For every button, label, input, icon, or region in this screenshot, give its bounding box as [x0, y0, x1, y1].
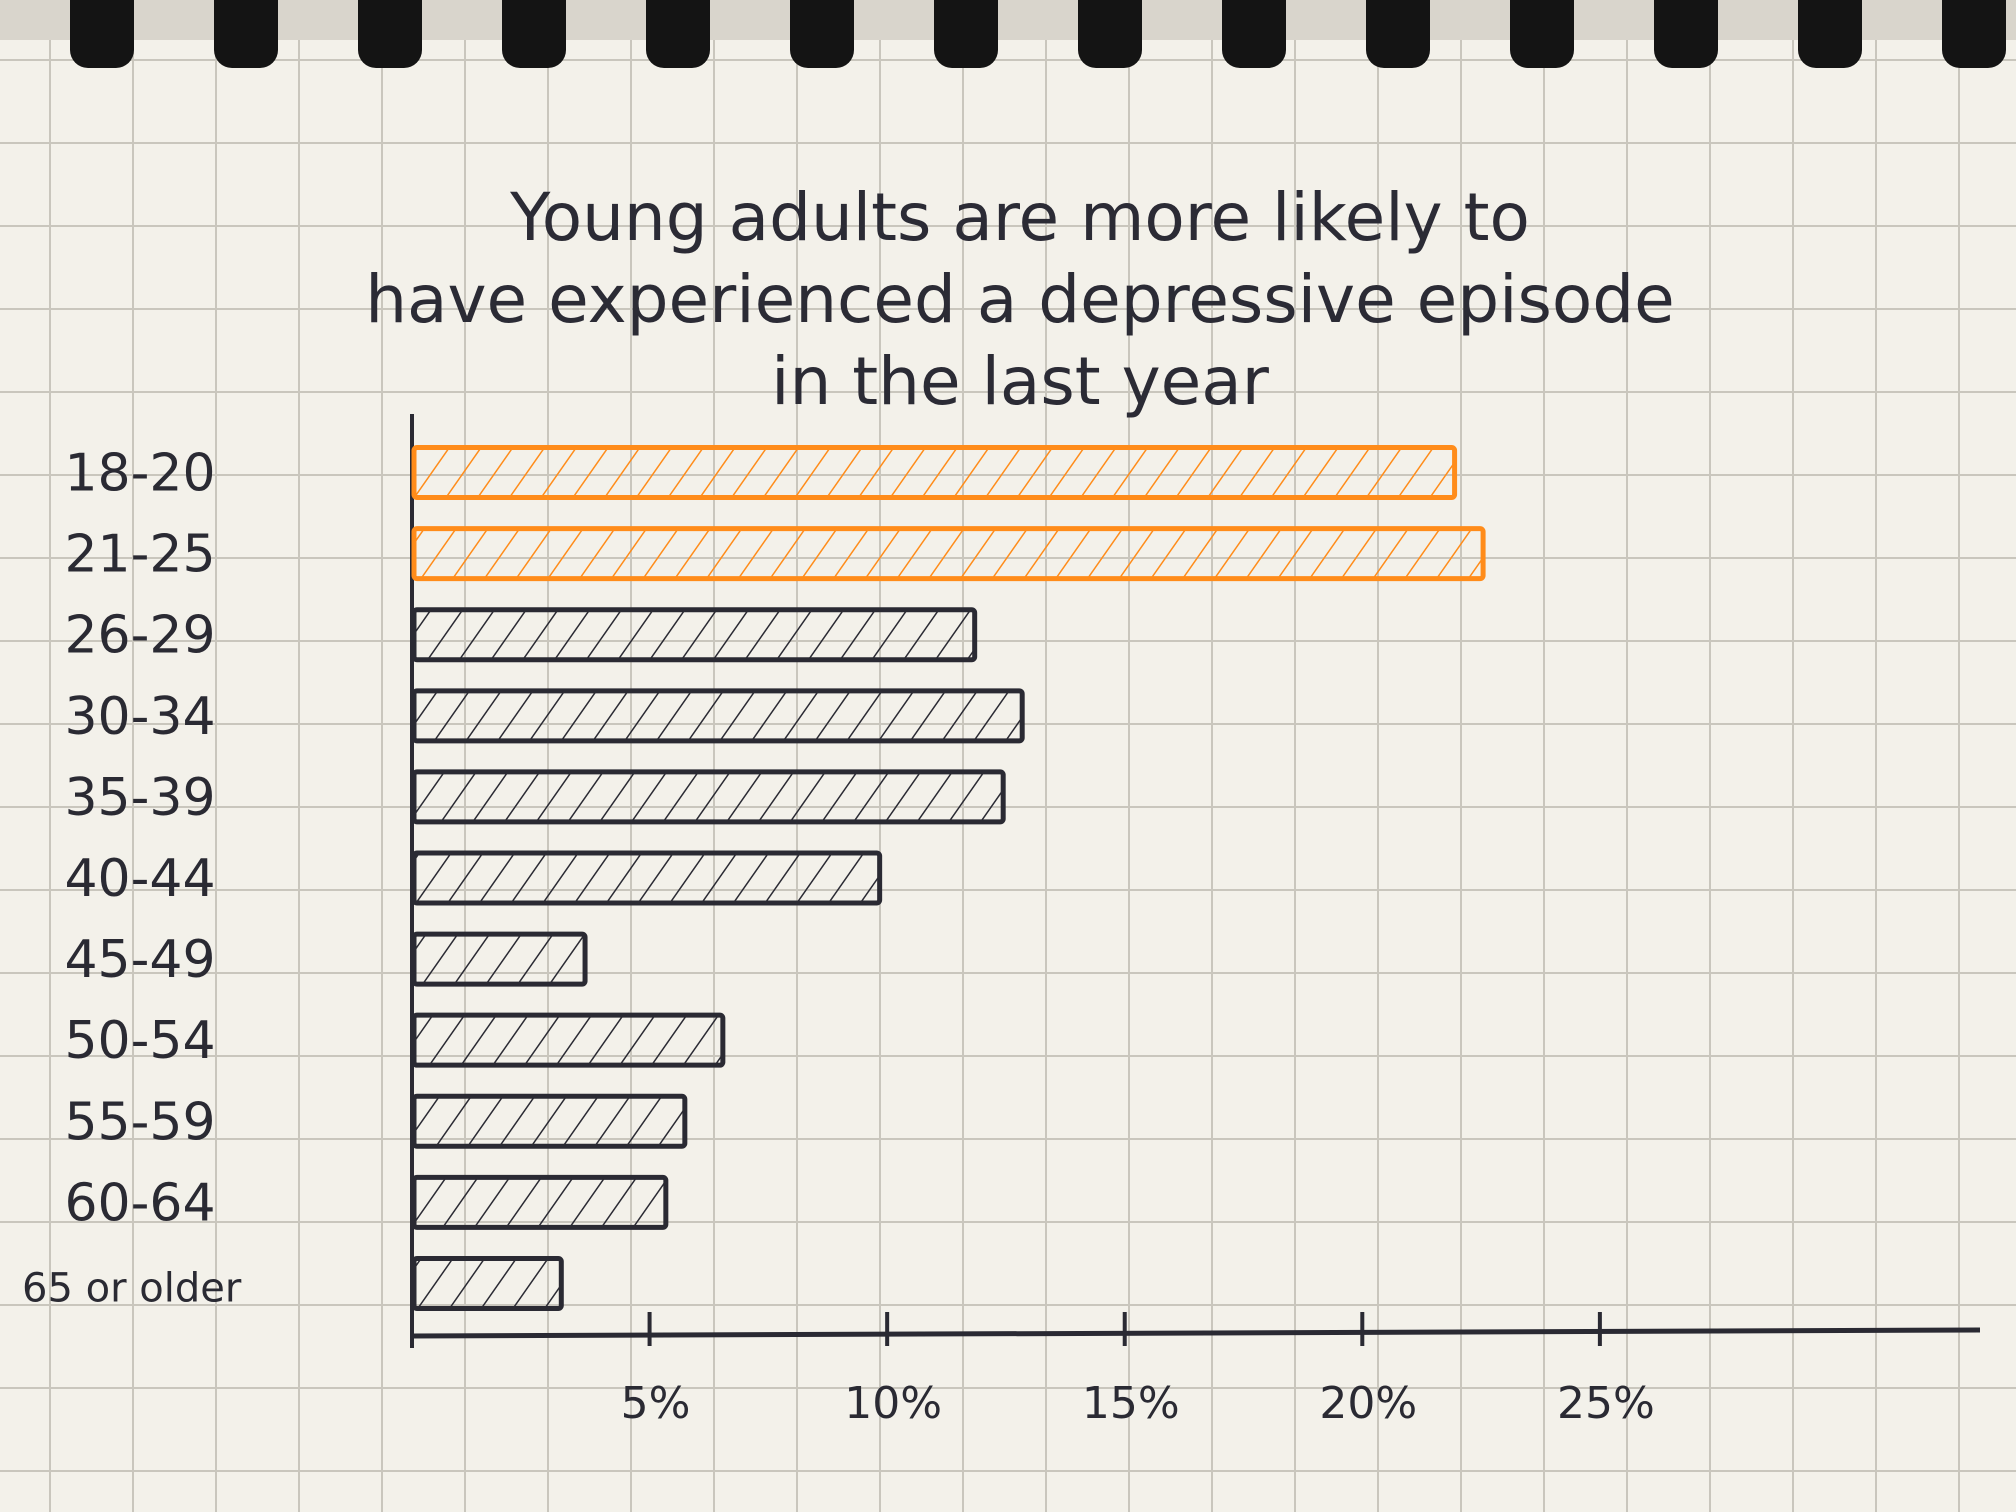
- category-label: 18-20: [64, 444, 215, 504]
- bar-30-34: [411, 688, 1025, 744]
- spiral-ring: [1510, 0, 1574, 68]
- spiral-ring: [1078, 0, 1142, 68]
- spiral-ring: [1366, 0, 1430, 68]
- chart-title-line-1: Young adults are more likely to: [509, 179, 1530, 256]
- category-label: 60-64: [64, 1173, 215, 1233]
- x-tick-label: 25%: [1557, 1378, 1655, 1429]
- x-tick-label: 20%: [1319, 1378, 1417, 1429]
- spiral-ring: [934, 0, 998, 68]
- spiral-ring: [502, 0, 566, 68]
- spiral-ring: [1942, 0, 2006, 68]
- x-tick-label: 15%: [1082, 1378, 1180, 1429]
- bar-50-54: [411, 1012, 726, 1068]
- chart-title-line-2: have experienced a depressive episode: [365, 261, 1675, 338]
- category-label: 40-44: [64, 849, 215, 909]
- category-label: 30-34: [64, 687, 215, 747]
- notebook-paper: [0, 40, 2016, 1512]
- bar-40-44: [411, 850, 883, 906]
- spiral-ring: [358, 0, 422, 68]
- bar-65-or-older: [411, 1255, 564, 1311]
- x-axis-line: [411, 1327, 1981, 1339]
- spiral-ring: [1654, 0, 1718, 68]
- spiral-ring: [646, 0, 710, 68]
- spiral-ring: [790, 0, 854, 68]
- bar-35-39: [411, 769, 1006, 825]
- bar-21-25: [411, 526, 1486, 582]
- category-label: 45-49: [64, 930, 215, 990]
- notebook-spiral: [70, 0, 2006, 68]
- bar-45-49: [411, 931, 588, 987]
- spiral-ring: [1798, 0, 1862, 68]
- category-label: 65 or older: [22, 1265, 242, 1311]
- category-label: 21-25: [64, 525, 215, 585]
- spiral-ring: [70, 0, 134, 68]
- x-tick-label: 5%: [621, 1378, 691, 1429]
- bar-60-64: [411, 1174, 669, 1230]
- x-tick-label: 10%: [844, 1378, 942, 1429]
- chart-title-line-3: in the last year: [771, 343, 1270, 420]
- bar-18-20: [411, 445, 1458, 501]
- spiral-ring: [1222, 0, 1286, 68]
- spiral-ring: [214, 0, 278, 68]
- bar-55-59: [411, 1093, 688, 1149]
- category-label: 35-39: [64, 768, 215, 828]
- bar-26-29: [411, 607, 978, 663]
- category-label: 26-29: [64, 606, 215, 666]
- category-label: 50-54: [64, 1011, 215, 1071]
- category-label: 55-59: [64, 1092, 215, 1152]
- chart-title: Young adults are more likely to have exp…: [365, 179, 1675, 420]
- plot-area: 5% 10% 15% 20% 25% 18-20 21-25 26-29 30-34 35-39 4…: [22, 414, 1981, 1429]
